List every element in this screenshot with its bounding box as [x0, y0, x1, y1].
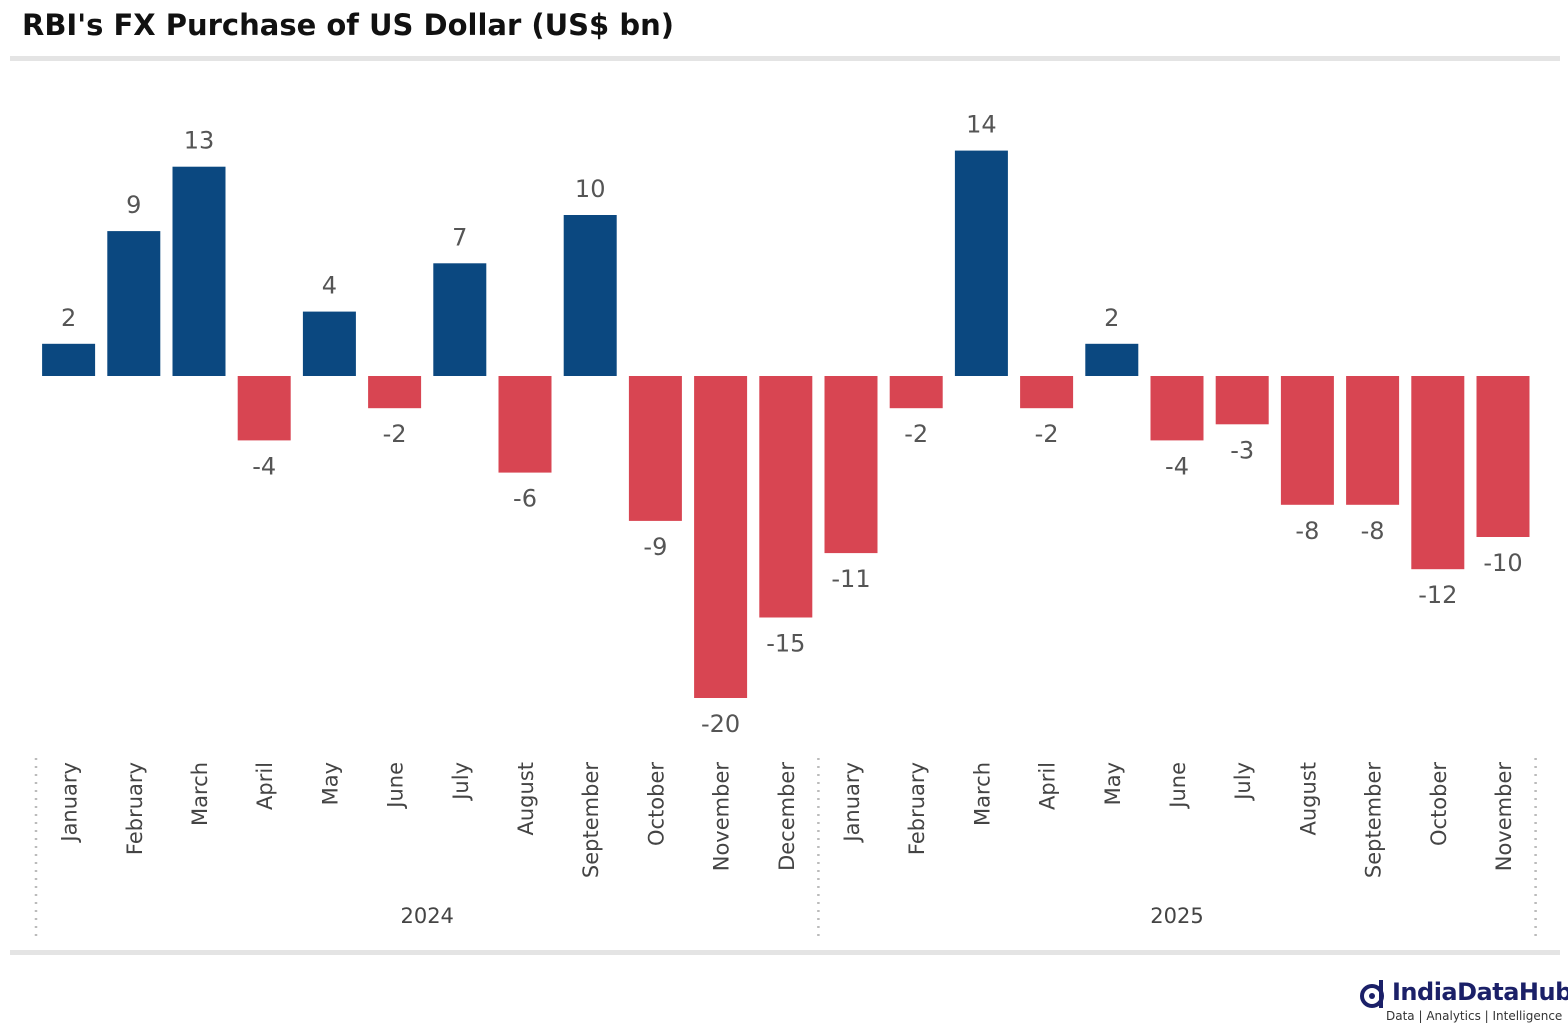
bar-11: [759, 376, 813, 618]
data-label-14: 14: [966, 111, 997, 139]
bar-12: [824, 376, 878, 554]
chart-title: RBI's FX Purchase of US Dollar (US$ bn): [22, 8, 674, 42]
data-label-3: -4: [252, 452, 276, 480]
bar-8: [563, 215, 617, 376]
category-label-1: February: [123, 762, 147, 855]
category-label-3: April: [253, 762, 277, 810]
bar-20: [1346, 376, 1400, 505]
brand-tagline: Data | Analytics | Intelligence: [1386, 1009, 1563, 1023]
data-label-11: -15: [766, 630, 805, 658]
bar-9: [628, 376, 682, 521]
category-label-15: April: [1036, 762, 1060, 810]
data-label-7: -6: [513, 485, 537, 513]
data-label-21: -12: [1418, 581, 1457, 609]
bar-22: [1476, 376, 1530, 537]
bar-chart: 2 9 13 -4 4 -2 7 -6 10 -9 -20 -15 -11 -2 14 -2 2 -4 -3 -8 -8…: [34, 111, 1537, 938]
data-label-0: 2: [61, 304, 76, 332]
bar-4: [302, 311, 356, 376]
data-label-15: -2: [1035, 420, 1059, 448]
data-label-8: 10: [575, 175, 606, 203]
category-label-9: October: [644, 762, 668, 846]
bar-19: [1280, 376, 1334, 505]
brand-logo-icon: [1360, 980, 1384, 1008]
category-label-16: May: [1101, 762, 1125, 805]
bar-15: [1020, 376, 1074, 409]
bar-6: [433, 263, 487, 376]
data-label-5: -2: [383, 420, 407, 448]
category-label-20: September: [1362, 762, 1386, 878]
bar-0: [42, 343, 96, 376]
category-label-7: August: [514, 762, 538, 836]
bar-3: [237, 376, 291, 441]
data-label-19: -8: [1295, 517, 1319, 545]
category-label-10: November: [710, 762, 734, 872]
category-label-13: February: [905, 762, 929, 855]
data-label-17: -4: [1165, 452, 1189, 480]
data-label-9: -9: [643, 533, 667, 561]
data-label-10: -20: [701, 710, 740, 738]
bar-16: [1085, 343, 1139, 376]
year-label-2024: 2024: [400, 904, 453, 928]
category-label-21: October: [1427, 762, 1451, 846]
data-label-13: -2: [904, 420, 928, 448]
data-label-12: -11: [831, 565, 870, 593]
year-label-2025: 2025: [1150, 904, 1203, 928]
bar-2: [172, 166, 226, 376]
bar-14: [954, 150, 1008, 376]
bar-21: [1411, 376, 1465, 570]
category-label-4: May: [318, 762, 342, 805]
category-label-18: July: [1231, 762, 1255, 802]
data-label-16: 2: [1104, 304, 1119, 332]
category-label-19: August: [1296, 762, 1320, 836]
category-label-8: September: [579, 762, 603, 878]
data-label-2: 13: [184, 127, 215, 155]
category-label-5: June: [384, 762, 408, 810]
bar-5: [368, 376, 422, 409]
bar-7: [498, 376, 552, 473]
category-label-0: January: [58, 762, 82, 844]
category-label-2: March: [188, 762, 212, 826]
category-label-11: December: [775, 762, 799, 871]
bar-1: [107, 231, 161, 376]
data-label-20: -8: [1361, 517, 1385, 545]
bar-10: [694, 376, 748, 698]
top-divider: [10, 56, 1560, 61]
bar-18: [1215, 376, 1269, 425]
bar-13: [889, 376, 943, 409]
category-label-14: March: [970, 762, 994, 826]
bar-17: [1150, 376, 1204, 441]
data-label-6: 7: [452, 223, 467, 251]
bottom-divider: [10, 950, 1560, 955]
category-label-17: June: [1166, 762, 1190, 810]
data-label-18: -3: [1230, 436, 1254, 464]
data-label-1: 9: [126, 191, 141, 219]
category-label-6: July: [449, 762, 473, 802]
data-label-22: -10: [1483, 549, 1522, 577]
category-label-22: November: [1492, 762, 1516, 872]
category-label-12: January: [840, 762, 864, 844]
data-label-4: 4: [322, 272, 337, 300]
brand-logo: IndiaDataHub Data | Analytics | Intellig…: [1356, 976, 1568, 1026]
brand-name: IndiaDataHub: [1392, 978, 1568, 1006]
